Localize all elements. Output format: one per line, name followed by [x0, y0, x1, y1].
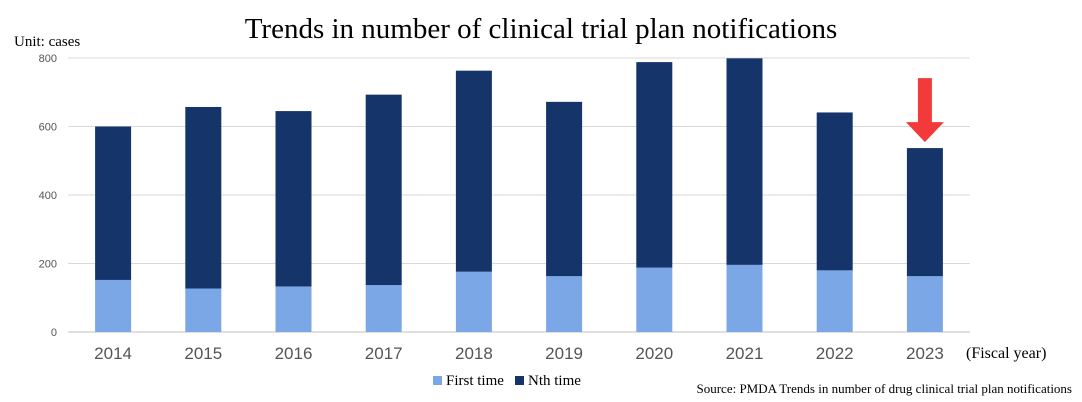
y-tick-label: 400 [39, 190, 57, 202]
x-tick-label: 2014 [94, 344, 132, 363]
legend-swatch-nth-time [515, 376, 524, 385]
y-axis: 0 200 400 600 800 [39, 53, 57, 339]
bar-nth-time [365, 94, 402, 286]
bar-first-time [816, 270, 853, 332]
bar-first-time [906, 276, 943, 332]
x-axis: 2014 2015 2016 2017 2018 2019 2020 2021 2022 2023 [94, 344, 944, 363]
y-tick-label: 0 [51, 327, 57, 339]
bar-nth-time [726, 58, 763, 265]
bar-first-time [455, 271, 492, 332]
x-tick-label: 2019 [545, 344, 583, 363]
x-tick-label: 2021 [726, 344, 764, 363]
bar-first-time [365, 285, 402, 332]
bars [95, 58, 943, 332]
bar-first-time [185, 288, 222, 332]
source-note: Source: PMDA Trends in number of drug cl… [696, 381, 1072, 396]
bar-nth-time [95, 126, 132, 280]
bar-nth-time [546, 101, 583, 277]
bar-nth-time [275, 111, 312, 287]
x-axis-label: (Fiscal year) [966, 345, 1046, 362]
x-tick-label: 2020 [635, 344, 673, 363]
bar-nth-time [906, 148, 943, 277]
bar-first-time [275, 286, 312, 332]
legend: First time Nth time [433, 373, 581, 389]
bar-nth-time [455, 70, 492, 272]
x-tick-label: 2015 [184, 344, 222, 363]
x-tick-label: 2016 [275, 344, 313, 363]
chart-title: Trends in number of clinical trial plan … [245, 13, 838, 45]
unit-label: Unit: cases [14, 34, 80, 50]
y-tick-label: 800 [39, 53, 57, 65]
legend-label-first-time: First time [446, 373, 504, 389]
bar-nth-time [816, 112, 853, 271]
bar-nth-time [636, 62, 673, 268]
bar-first-time [546, 276, 583, 332]
x-tick-label: 2017 [365, 344, 403, 363]
legend-label-nth-time: Nth time [528, 373, 581, 389]
red-down-arrow-icon [905, 78, 944, 143]
annotation [905, 78, 944, 143]
legend-swatch-first-time [433, 376, 442, 385]
bar-first-time [726, 264, 763, 332]
bar-first-time [95, 279, 132, 332]
y-tick-label: 200 [39, 259, 57, 271]
x-tick-label: 2022 [816, 344, 854, 363]
x-tick-label: 2023 [906, 344, 944, 363]
y-tick-label: 600 [39, 122, 57, 134]
bar-first-time [636, 267, 673, 332]
bar-nth-time [185, 106, 222, 289]
x-tick-label: 2018 [455, 344, 493, 363]
